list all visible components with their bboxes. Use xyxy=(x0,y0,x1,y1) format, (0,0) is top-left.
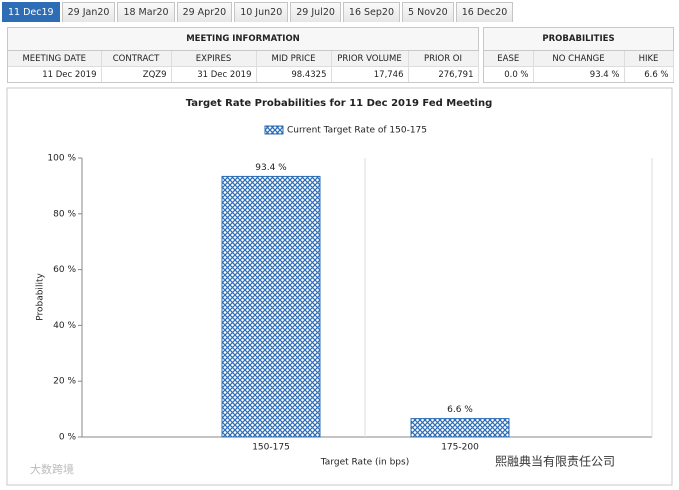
y-tick-label: 40 % xyxy=(53,321,76,331)
tab[interactable]: 16 Dec20 xyxy=(455,2,514,22)
table-title: MEETING INFORMATION xyxy=(8,28,478,51)
legend-swatch xyxy=(264,125,284,135)
column-header: NO CHANGE xyxy=(533,51,625,67)
tab[interactable]: 29 Apr20 xyxy=(176,2,233,22)
chart-title: Target Rate Probabilities for 11 Dec 201… xyxy=(186,98,493,109)
tab[interactable]: 5 Nov20 xyxy=(402,2,454,22)
y-axis-title: Probability xyxy=(36,273,46,321)
table: EASE NO CHANGE HIKE 0.0 % 93.4 % 6.6 % xyxy=(484,51,674,82)
y-tick-label: 100 % xyxy=(47,154,76,164)
tab[interactable]: 29 Jan20 xyxy=(61,2,116,22)
column-header: EXPIRES xyxy=(171,51,257,67)
cell: 31 Dec 2019 xyxy=(171,66,257,82)
watermark: 大数跨境 xyxy=(30,462,74,476)
column-header: CONTRACT xyxy=(101,51,172,67)
bar xyxy=(221,175,321,438)
table-title: PROBABILITIES xyxy=(484,28,673,51)
row: 11 Dec 2019 ZQZ9 31 Dec 2019 98.4325 17,746 2… xyxy=(8,66,479,82)
probabilities: PROBABILITIES EASE NO CHANGE HIKE 0.0 % 93.4 … xyxy=(483,27,674,83)
x-tick-label: 175-200 xyxy=(441,443,479,453)
column-header: MID PRICE xyxy=(256,51,332,67)
tab-bar: 11 Dec19 29 Jan20 18 Mar20 29 Apr20 10 Jun20… xyxy=(2,2,514,22)
header-row: EASE NO CHANGE HIKE xyxy=(484,51,674,67)
tab[interactable]: 10 Jun20 xyxy=(234,2,289,22)
legend-label: Current Target Rate of 150-175 xyxy=(287,126,427,136)
data-label: 93.4 % xyxy=(255,163,287,173)
data-label: 6.6 % xyxy=(447,405,473,415)
tab[interactable]: 11 Dec19 xyxy=(2,2,60,22)
table: MEETING DATE CONTRACT EXPIRES MID PRICE PRIO… xyxy=(8,51,479,82)
tab[interactable]: 29 Jul20 xyxy=(290,2,341,22)
y-tick-label: 20 % xyxy=(53,377,76,387)
tab[interactable]: 18 Mar20 xyxy=(117,2,175,22)
x-axis-title: Target Rate (in bps) xyxy=(320,458,409,468)
chart-panel xyxy=(6,87,673,486)
cell: 93.4 % xyxy=(533,66,625,82)
cell: 276,791 xyxy=(408,66,479,82)
cell: ZQZ9 xyxy=(101,66,172,82)
column-header: MEETING DATE xyxy=(8,51,102,67)
y-tick-label: 80 % xyxy=(53,209,76,219)
cell: 0.0 % xyxy=(484,66,534,82)
cell: 98.4325 xyxy=(256,66,332,82)
cell: 17,746 xyxy=(331,66,409,82)
y-tick-label: 0 % xyxy=(59,433,77,443)
cell: 6.6 % xyxy=(624,66,674,82)
column-header: EASE xyxy=(484,51,534,67)
row: 0.0 % 93.4 % 6.6 % xyxy=(484,66,674,82)
bar xyxy=(410,418,510,438)
y-tick-label: 60 % xyxy=(53,265,76,275)
watermark: 熙融典当有限责任公司 xyxy=(495,455,615,469)
column-header: PRIOR OI xyxy=(408,51,479,67)
header-row: MEETING DATE CONTRACT EXPIRES MID PRICE PRIO… xyxy=(8,51,479,67)
column-header: HIKE xyxy=(624,51,674,67)
column-header: PRIOR VOLUME xyxy=(331,51,409,67)
cell: 11 Dec 2019 xyxy=(8,66,102,82)
x-tick-label: 150-175 xyxy=(252,443,290,453)
tab[interactable]: 16 Sep20 xyxy=(342,2,401,22)
meeting-information: MEETING INFORMATION MEETING DATE CONTRACT E… xyxy=(7,27,479,83)
